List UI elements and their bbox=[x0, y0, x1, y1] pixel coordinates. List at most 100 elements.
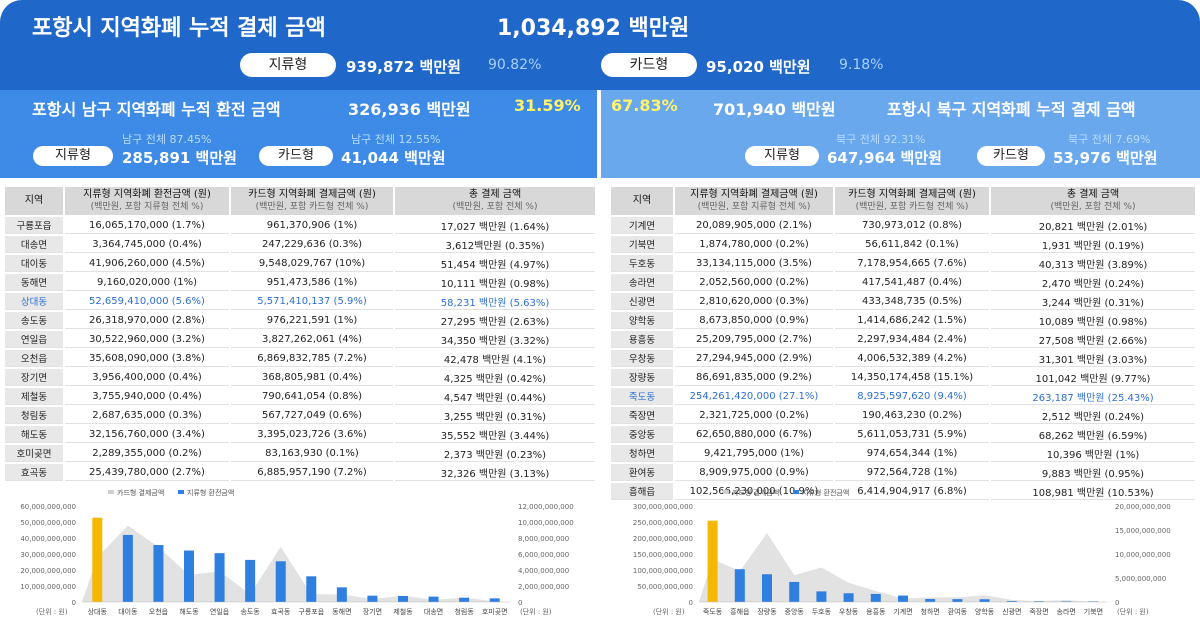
y-tick-left: 60,000,000,000 bbox=[20, 503, 76, 511]
total-cell: 263,187 백만원 (25.43%) bbox=[991, 388, 1195, 405]
total-cell: 42,478 백만원 (4.1%) bbox=[395, 350, 595, 367]
x-tick-label: 기계면 bbox=[893, 607, 912, 616]
table-row[interactable]: 중앙동 62,650,880,000 (6.7%) 5,611,053,731 (5… bbox=[611, 426, 1195, 443]
table-row[interactable]: 죽도동 254,261,420,000 (27.1%) 8,925,597,620 … bbox=[611, 388, 1195, 405]
table-row[interactable]: 기북면 1,874,780,000 (0.2%) 56,611,842 (0.1%)… bbox=[611, 236, 1195, 253]
table-row[interactable]: 죽장면 2,321,725,000 (0.2%) 190,463,230 (0.2%… bbox=[611, 407, 1195, 424]
table-row[interactable]: 상대동 52,659,410,000 (5.6%) 5,571,410,137 (5… bbox=[5, 293, 595, 310]
bar bbox=[898, 595, 908, 602]
table-row[interactable]: 해도동 32,156,760,000 (3.4%) 3,395,023,726 (3… bbox=[5, 426, 595, 443]
table-row[interactable]: 구룡포읍 16,065,170,000 (1.7%) 961,370,906 (1%… bbox=[5, 217, 595, 234]
y-tick-left: 100,000,000,000 bbox=[633, 567, 693, 575]
paper-cell: 2,810,620,000 (0.3%) bbox=[675, 293, 833, 310]
table-row[interactable]: 두호동 33,134,115,000 (3.5%) 7,178,954,665 (7… bbox=[611, 255, 1195, 272]
table-row[interactable]: 기계면 20,089,905,000 (2.1%) 730,973,012 (0.8… bbox=[611, 217, 1195, 234]
region-cell: 연일읍 bbox=[5, 331, 63, 348]
table-row[interactable]: 용흥동 25,209,795,000 (2.7%) 2,297,934,484 (2… bbox=[611, 331, 1195, 348]
south-card-sub: 남구 전체 12.55% bbox=[351, 133, 441, 146]
region-cell: 청하면 bbox=[611, 445, 673, 462]
card-cell: 1,414,686,242 (1.5%) bbox=[835, 312, 989, 329]
legend-item: 카드형 결제금액 bbox=[117, 488, 164, 497]
top-banner bbox=[0, 0, 1200, 90]
card-cell: 790,641,054 (0.8%) bbox=[231, 388, 393, 405]
south-card-badge: 카드형 bbox=[259, 146, 333, 166]
paper-cell: 1,874,780,000 (0.2%) bbox=[675, 236, 833, 253]
region-cell: 상대동 bbox=[5, 293, 63, 310]
south-percent: 31.59% bbox=[514, 96, 581, 115]
y-tick-right: 0 bbox=[1115, 599, 1119, 607]
bar bbox=[762, 574, 772, 602]
bar bbox=[1006, 601, 1017, 602]
north-table: 지역 지류형 지역화폐 결제금액 (원) (백만원, 포함 지류형 전체 %) 카… bbox=[609, 185, 1197, 502]
card-cell: 567,727,049 (0.6%) bbox=[231, 407, 393, 424]
region-cell: 동해면 bbox=[5, 274, 63, 291]
legend-swatch bbox=[108, 490, 114, 494]
x-tick-label: 송라면 bbox=[1057, 607, 1076, 616]
paper-cell: 9,421,795,000 (1%) bbox=[675, 445, 833, 462]
table-row[interactable]: 대이동 41,906,260,000 (4.5%) 9,548,029,767 (1… bbox=[5, 255, 595, 272]
bar bbox=[789, 581, 800, 602]
y-tick-left: 30,000,000,000 bbox=[20, 551, 76, 559]
card-cell: 5,611,053,731 (5.9%) bbox=[835, 426, 989, 443]
unit-right: (단위 : 원) bbox=[520, 607, 552, 616]
region-cell: 오천읍 bbox=[5, 350, 63, 367]
y-tick-left: 300,000,000,000 bbox=[633, 503, 693, 511]
paper-cell: 41,906,260,000 (4.5%) bbox=[65, 255, 229, 272]
total-cell: 27,295 백만원 (2.63%) bbox=[395, 312, 595, 329]
card-cell: 14,350,174,458 (15.1%) bbox=[835, 369, 989, 386]
y-tick-right: 15,000,000,000 bbox=[1115, 527, 1171, 535]
table-row[interactable]: 연일읍 30,522,960,000 (3.2%) 3,827,262,061 (4… bbox=[5, 331, 595, 348]
table-row[interactable]: 동해면 9,160,020,000 (1%) 951,473,586 (1%) 10,… bbox=[5, 274, 595, 291]
y-tick-right: 6,000,000,000 bbox=[518, 551, 569, 559]
total-cell: 20,821 백만원 (2.01%) bbox=[991, 217, 1195, 234]
table-row[interactable]: 제철동 3,755,940,000 (0.4%) 790,641,054 (0.8%… bbox=[5, 388, 595, 405]
region-cell: 죽도동 bbox=[611, 388, 673, 405]
legend-swatch bbox=[178, 490, 184, 494]
y-tick-right: 12,000,000,000 bbox=[518, 503, 574, 511]
paper-cell: 8,909,975,000 (0.9%) bbox=[675, 464, 833, 481]
region-cell: 송라면 bbox=[611, 274, 673, 291]
region-cell: 흥해읍 bbox=[611, 483, 673, 500]
card-area bbox=[699, 533, 1107, 602]
table-row[interactable]: 효곡동 25,439,780,000 (2.7%) 6,885,957,190 (7… bbox=[5, 464, 595, 481]
x-tick-label: 송도동 bbox=[240, 608, 260, 616]
total-cell: 10,396 백만원 (1%) bbox=[991, 445, 1195, 462]
table-row[interactable]: 대송면 3,364,745,000 (0.4%) 247,229,636 (0.3%… bbox=[5, 236, 595, 253]
y-tick-left: 50,000,000,000 bbox=[637, 583, 693, 591]
x-tick-label: 우창동 bbox=[839, 608, 859, 616]
y-tick-right: 10,000,000,000 bbox=[1115, 551, 1171, 559]
table-row[interactable]: 장량동 86,691,835,000 (9.2%) 14,350,174,458 (… bbox=[611, 369, 1195, 386]
table-row[interactable]: 흥해읍 102,566,230,000 (10.9%) 6,414,904,917 … bbox=[611, 483, 1195, 500]
table-row[interactable]: 청하면 9,421,795,000 (1%) 974,654,344 (1%) 10,… bbox=[611, 445, 1195, 462]
bar bbox=[153, 545, 164, 602]
south-card-value: 41,044 백만원 bbox=[341, 149, 446, 167]
x-tick-label: 중앙동 bbox=[785, 608, 805, 616]
y-tick-left: 10,000,000,000 bbox=[20, 583, 76, 591]
table-row[interactable]: 신광면 2,810,620,000 (0.3%) 433,348,735 (0.5%… bbox=[611, 293, 1195, 310]
y-tick-left: 50,000,000,000 bbox=[20, 519, 76, 527]
total-cell: 3,255 백만원 (0.31%) bbox=[395, 407, 595, 424]
y-tick-right: 10,000,000,000 bbox=[518, 519, 574, 527]
table-row[interactable]: 청림동 2,687,635,000 (0.3%) 567,727,049 (0.6%… bbox=[5, 407, 595, 424]
bar bbox=[92, 517, 103, 602]
table-row[interactable]: 우창동 27,294,945,000 (2.9%) 4,006,532,389 (4… bbox=[611, 350, 1195, 367]
table-row[interactable]: 장기면 3,956,400,000 (0.4%) 368,805,981 (0.4%… bbox=[5, 369, 595, 386]
bar bbox=[367, 595, 378, 602]
table-row[interactable]: 환여동 8,909,975,000 (0.9%) 972,564,728 (1%) 9… bbox=[611, 464, 1195, 481]
card-cell: 247,229,636 (0.3%) bbox=[231, 236, 393, 253]
table-row[interactable]: 호미곶면 2,289,355,000 (0.2%) 83,163,930 (0.1%… bbox=[5, 445, 595, 462]
south-total: 326,936 백만원 bbox=[348, 100, 471, 119]
table-row[interactable]: 오천읍 35,608,090,000 (3.8%) 6,869,832,785 (7… bbox=[5, 350, 595, 367]
region-cell: 송도동 bbox=[5, 312, 63, 329]
total-cell: 4,325 백만원 (0.42%) bbox=[395, 369, 595, 386]
x-tick-label: 청림동 bbox=[454, 608, 474, 616]
table-row[interactable]: 송도동 26,318,970,000 (2.8%) 976,221,591 (1%)… bbox=[5, 312, 595, 329]
north-paper-value: 647,964 백만원 bbox=[827, 149, 942, 167]
y-tick-right: 5,000,000,000 bbox=[1115, 575, 1166, 583]
total-cell: 3,612백만원 (0.35%) bbox=[395, 236, 595, 253]
table-row[interactable]: 송라면 2,052,560,000 (0.2%) 417,541,487 (0.4%… bbox=[611, 274, 1195, 291]
region-cell: 우창동 bbox=[611, 350, 673, 367]
x-tick-label: 두호동 bbox=[812, 608, 832, 616]
table-row[interactable]: 양학동 8,673,850,000 (0.9%) 1,414,686,242 (1.… bbox=[611, 312, 1195, 329]
y-tick-left: 200,000,000,000 bbox=[633, 535, 693, 543]
